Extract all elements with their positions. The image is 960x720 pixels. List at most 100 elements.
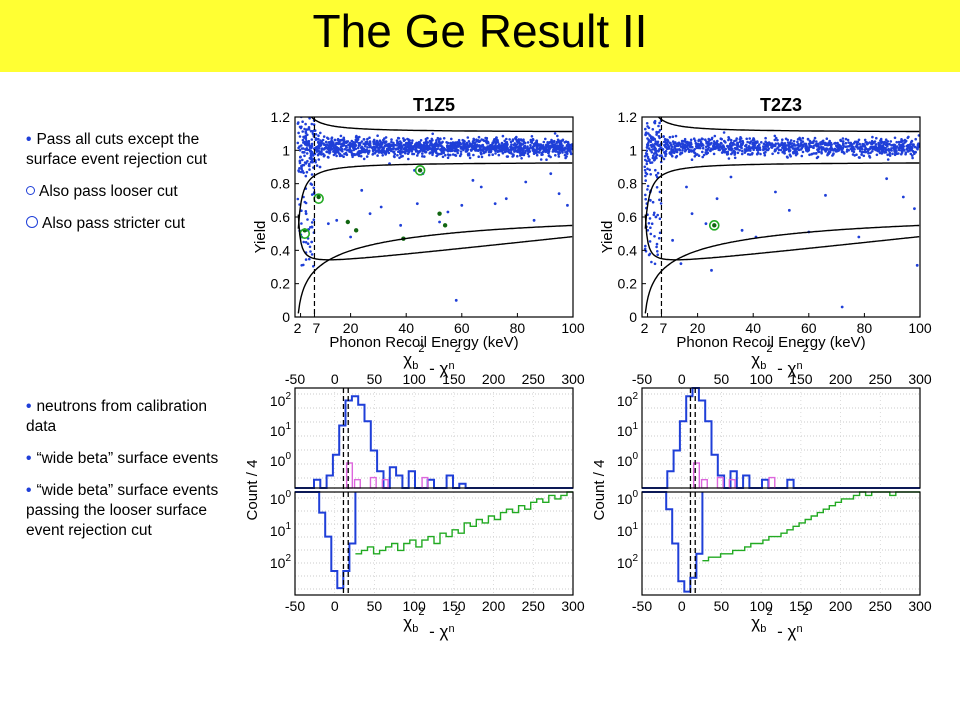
event-point — [764, 140, 767, 143]
event-point — [758, 143, 761, 146]
event-point — [844, 141, 848, 145]
event-point — [567, 142, 570, 145]
event-point — [672, 151, 676, 154]
event-point — [550, 141, 554, 145]
event-point — [324, 140, 328, 144]
event-point — [368, 140, 372, 143]
event-point — [646, 188, 649, 191]
event-point — [484, 136, 487, 140]
event-point — [318, 143, 321, 146]
event-point — [759, 152, 762, 156]
event-point — [501, 145, 505, 149]
event-point — [774, 149, 777, 152]
event-point — [477, 135, 481, 139]
event-point — [559, 149, 563, 152]
event-point — [435, 144, 439, 147]
event-point — [694, 141, 698, 145]
event-point — [345, 153, 349, 157]
event-point — [883, 150, 887, 154]
event-point — [463, 144, 467, 147]
looser-cut-event — [353, 228, 359, 233]
bullet-dot-icon: • — [26, 450, 32, 467]
event-point — [319, 139, 322, 142]
surface-blue-histogram — [642, 491, 704, 593]
event-point — [390, 138, 393, 141]
event-point — [519, 154, 522, 157]
event-point — [349, 142, 353, 146]
event-point — [308, 150, 312, 153]
x-tick-label: 2 — [641, 320, 649, 336]
event-point — [549, 172, 553, 176]
event-point — [657, 135, 661, 138]
event-point — [674, 141, 677, 144]
event-point — [718, 148, 721, 152]
event-point — [557, 155, 561, 158]
bullet-wide-beta-looser: • “wide beta” surface events passing the … — [26, 482, 219, 539]
event-point — [330, 137, 333, 140]
event-point — [827, 141, 831, 145]
event-point — [343, 148, 347, 151]
event-point — [911, 156, 914, 160]
event-point — [505, 137, 508, 141]
event-point — [304, 130, 308, 134]
event-point — [695, 145, 698, 148]
event-point — [430, 142, 433, 145]
event-point — [846, 145, 849, 148]
event-point — [645, 122, 649, 125]
event-point — [298, 161, 302, 165]
event-point — [309, 250, 312, 253]
event-point — [402, 137, 405, 140]
event-point — [313, 107, 316, 110]
event-point — [807, 149, 810, 152]
event-point — [315, 164, 319, 167]
event-point — [651, 143, 654, 146]
event-point — [480, 144, 484, 147]
plot-area — [643, 117, 920, 317]
event-point — [671, 238, 674, 242]
event-point — [704, 151, 708, 155]
event-point — [646, 184, 650, 188]
x-tick-label: 7 — [660, 320, 668, 336]
event-point — [558, 151, 562, 155]
event-point — [517, 138, 521, 141]
event-point — [448, 146, 451, 150]
x-tick-label: 250 — [869, 371, 893, 387]
event-point — [498, 147, 501, 150]
event-point — [356, 146, 360, 150]
event-point — [693, 155, 697, 158]
x-tick-label: 0 — [678, 598, 686, 614]
event-point — [906, 136, 910, 140]
event-point — [657, 237, 661, 240]
event-point — [306, 148, 309, 152]
event-point — [565, 155, 568, 158]
event-point — [446, 141, 450, 145]
event-point — [654, 147, 657, 150]
event-point — [555, 140, 559, 144]
event-point — [314, 133, 318, 136]
event-point — [726, 150, 730, 154]
event-point — [347, 143, 350, 146]
event-point — [328, 150, 332, 154]
y-axis-label: Yield — [252, 221, 269, 254]
event-point — [356, 152, 360, 155]
event-point — [762, 147, 765, 151]
looser-cut-histogram — [716, 476, 724, 489]
event-point — [436, 147, 440, 151]
event-point — [733, 156, 737, 160]
event-point — [304, 174, 308, 178]
event-point — [702, 153, 706, 157]
event-point — [365, 155, 369, 158]
event-point — [654, 215, 658, 219]
event-point — [416, 154, 419, 157]
event-point — [770, 146, 774, 149]
x-tick-label: 300 — [908, 371, 932, 387]
event-point — [428, 152, 432, 155]
event-point — [648, 198, 652, 202]
event-point — [508, 138, 511, 141]
slide-title: The Ge Result II — [312, 5, 648, 57]
event-point — [819, 143, 822, 146]
event-point — [644, 127, 647, 131]
event-point — [535, 153, 539, 157]
event-point — [708, 138, 711, 142]
event-point — [542, 140, 546, 144]
